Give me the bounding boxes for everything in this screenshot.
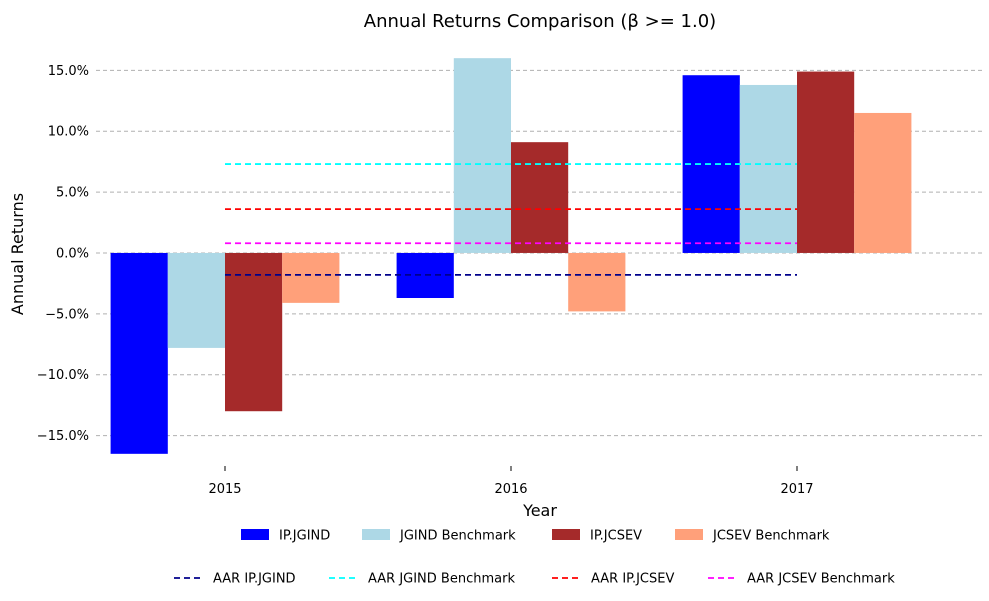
x-axis-title: Year bbox=[522, 501, 557, 520]
legend-label: JGIND Benchmark bbox=[399, 529, 516, 544]
x-tick-label: 2017 bbox=[780, 482, 813, 497]
x-tick-labels: 2015 2016 2017 bbox=[208, 466, 814, 497]
legend-swatch bbox=[241, 529, 269, 540]
y-tick-label: 0.0% bbox=[56, 246, 89, 261]
y-tick-label: 5.0% bbox=[56, 186, 89, 201]
bar bbox=[568, 252, 626, 312]
y-tick-labels: −15.0% −10.0% −5.0% 0.0% 5.0% 10.0% 15.0% bbox=[37, 64, 89, 444]
y-tick-label: 15.0% bbox=[48, 64, 89, 79]
bar bbox=[854, 112, 912, 253]
legend-label: IP.JGIND bbox=[279, 529, 330, 544]
chart-title: Annual Returns Comparison (β >= 1.0) bbox=[364, 11, 716, 32]
legend-label: JCSEV Benchmark bbox=[712, 529, 830, 544]
bar bbox=[511, 142, 569, 253]
legend-swatch bbox=[362, 529, 390, 540]
y-tick-label: −10.0% bbox=[37, 368, 89, 383]
legend-line-label: AAR IP.JGIND bbox=[213, 572, 296, 587]
y-tick-label: −5.0% bbox=[45, 307, 89, 322]
legend-lines: AAR IP.JGIND AAR JGIND Benchmark AAR IP.JC… bbox=[174, 572, 895, 587]
bar bbox=[797, 71, 855, 253]
legend-swatch bbox=[675, 529, 703, 540]
legend-line-label: AAR JGIND Benchmark bbox=[368, 572, 515, 587]
legend-line-label: AAR JCSEV Benchmark bbox=[747, 572, 895, 587]
reference-lines bbox=[225, 163, 797, 276]
x-tick-label: 2016 bbox=[494, 482, 527, 497]
x-tick-label: 2015 bbox=[208, 482, 241, 497]
y-tick-label: −15.0% bbox=[37, 429, 89, 444]
bar bbox=[739, 84, 797, 253]
legend-swatch bbox=[552, 529, 580, 540]
legend-label: IP.JCSEV bbox=[590, 529, 642, 544]
bar bbox=[167, 252, 225, 348]
y-axis-title: Annual Returns bbox=[8, 193, 27, 315]
bar bbox=[110, 252, 168, 454]
bar bbox=[225, 252, 283, 412]
legend-line-label: AAR IP.JCSEV bbox=[591, 572, 674, 587]
bar bbox=[282, 252, 340, 303]
bar bbox=[682, 75, 740, 253]
y-tick-label: 10.0% bbox=[48, 125, 89, 140]
bars bbox=[110, 58, 912, 454]
legend-bars: IP.JGIND JGIND Benchmark IP.JCSEV JCSEV Ben… bbox=[241, 529, 830, 544]
bar bbox=[453, 58, 511, 253]
